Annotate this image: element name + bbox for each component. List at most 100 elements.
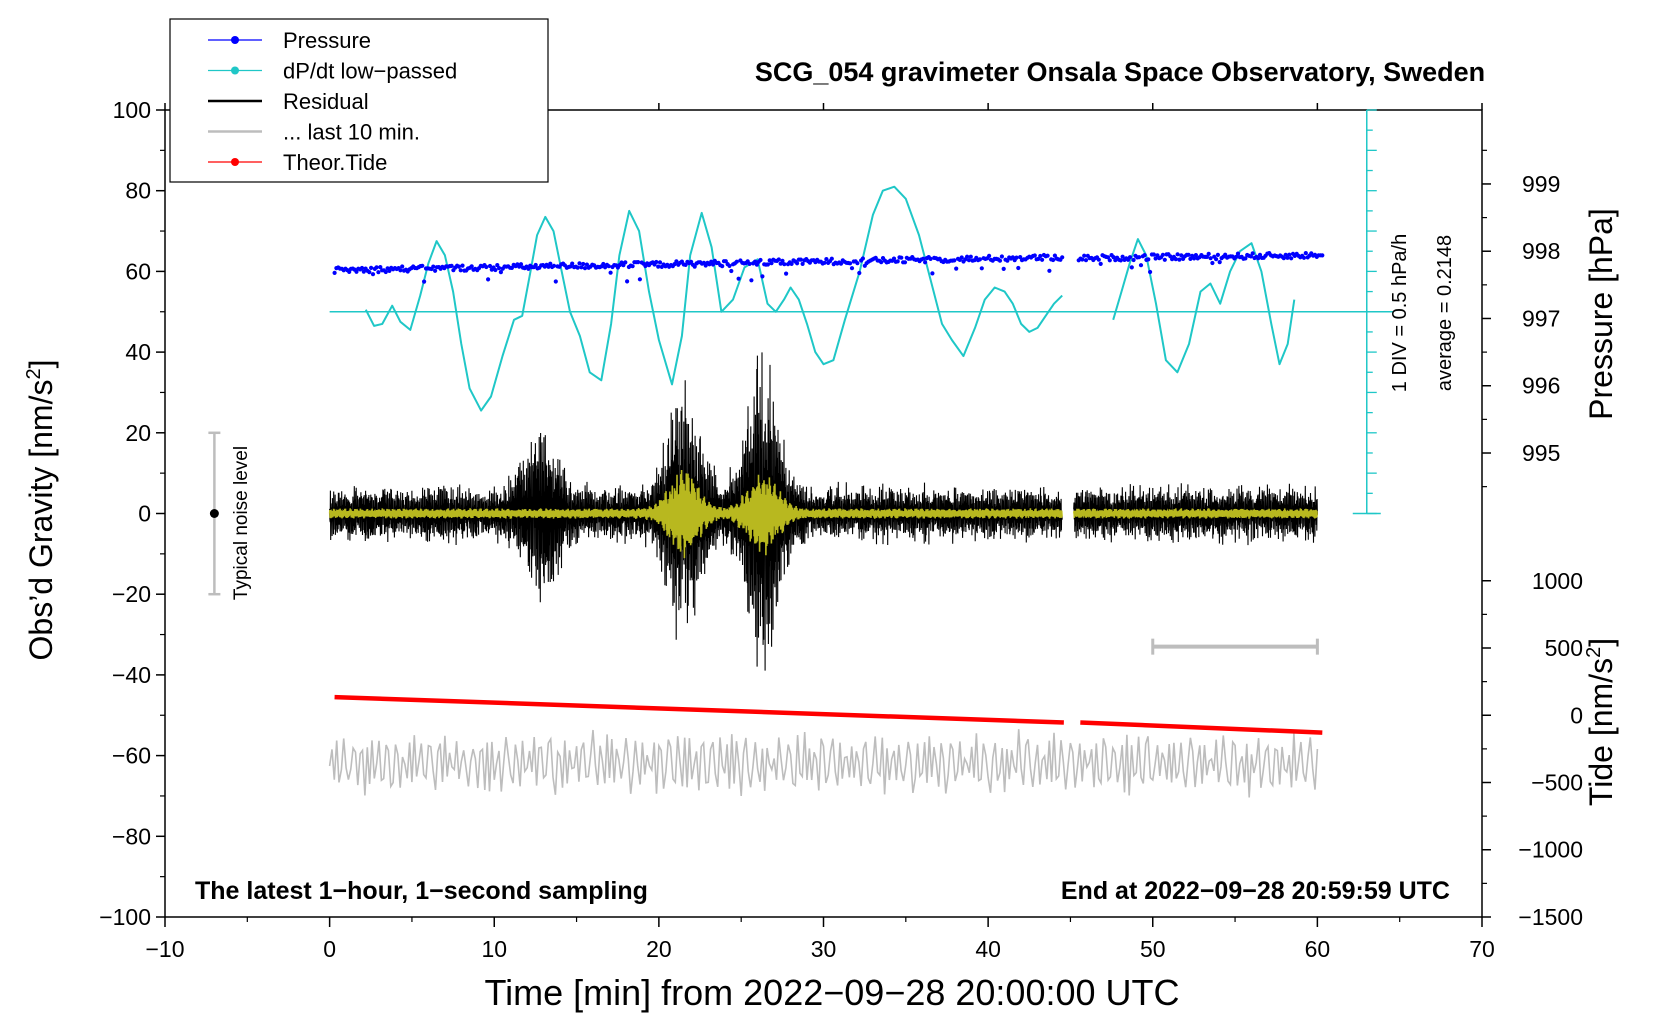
x-tick-label: 0 xyxy=(323,936,336,962)
pressure-point xyxy=(486,277,491,282)
pressure-point xyxy=(899,255,904,260)
tide-tick-label: −1500 xyxy=(1518,904,1583,930)
legend-marker xyxy=(231,36,239,44)
pressure-point xyxy=(798,257,803,262)
pressure-point xyxy=(849,266,855,271)
pressure-point xyxy=(584,262,590,267)
pressure-point xyxy=(977,257,983,262)
pressure-point xyxy=(1215,252,1220,257)
pressure-point xyxy=(1193,253,1198,258)
pressure-point xyxy=(518,262,524,267)
pressure-point xyxy=(1120,254,1125,259)
pressure-point xyxy=(923,260,928,265)
pressure-point xyxy=(1250,251,1255,256)
pressure-point xyxy=(431,264,436,269)
legend-marker xyxy=(231,158,239,166)
residual-smoothed-trace xyxy=(1072,508,1319,519)
annotation-average: average = 0.2148 xyxy=(1434,235,1456,391)
chart-title: SCG_054 gravimeter Onsala Space Observat… xyxy=(755,57,1485,87)
legend-label: ... last 10 min. xyxy=(283,120,420,145)
pressure-point xyxy=(433,268,438,273)
y-tick-label: 80 xyxy=(125,178,151,204)
pressure-point xyxy=(789,261,794,266)
pressure-point xyxy=(420,263,425,268)
pressure-point xyxy=(857,270,862,276)
pressure-point xyxy=(1301,255,1307,260)
pressure-point xyxy=(1083,258,1089,263)
last10-trace xyxy=(328,729,1319,798)
dpdt-line xyxy=(364,185,1296,412)
pressure-point xyxy=(782,262,787,267)
annotation-div: 1 DIV = 0.5 hPa/h xyxy=(1389,234,1411,392)
pressure-point xyxy=(579,265,584,270)
pressure-point xyxy=(829,256,834,261)
pressure-point xyxy=(332,270,337,275)
pressure-point xyxy=(747,261,752,266)
pressure-point xyxy=(729,268,734,274)
y-tick-label: 40 xyxy=(125,339,151,365)
pressure-point xyxy=(551,263,557,268)
pressure-point xyxy=(533,262,538,268)
pressure-point xyxy=(1160,252,1165,257)
pressure-point xyxy=(784,271,789,276)
pressure-point xyxy=(824,257,829,262)
pressure-point xyxy=(758,257,763,263)
pressure-point xyxy=(674,259,679,264)
y-tick-label: 100 xyxy=(113,97,151,123)
residual-smoothed-trace xyxy=(328,469,1063,559)
pressure-point xyxy=(347,269,352,274)
pressure-point xyxy=(776,257,781,262)
pressure-point xyxy=(979,266,984,271)
pressure-point xyxy=(1047,268,1052,273)
pressure-point xyxy=(575,265,580,270)
pressure-point xyxy=(1210,260,1215,266)
pressure-point xyxy=(959,255,964,260)
pressure-point xyxy=(1032,253,1037,258)
pressure-tick-label: 995 xyxy=(1522,440,1560,466)
pressure-point xyxy=(1014,255,1019,260)
x-axis-label: Time [min] from 2022−09−28 20:00:00 UTC xyxy=(484,972,1179,1013)
tide-tick-label: −500 xyxy=(1531,769,1583,795)
pressure-point xyxy=(753,259,758,264)
pressure-point xyxy=(1234,254,1239,259)
pressure-point xyxy=(606,264,611,269)
pressure-point xyxy=(1186,252,1191,257)
pressure-point xyxy=(999,254,1005,259)
y-tick-label: −100 xyxy=(99,904,151,930)
pressure-point xyxy=(1129,265,1134,270)
pressure-point xyxy=(879,260,884,265)
pressure-point xyxy=(928,256,933,261)
pressure-point xyxy=(1005,258,1010,263)
x-tick-label: 10 xyxy=(481,936,507,962)
y-tick-label: −20 xyxy=(112,581,151,607)
pressure-point xyxy=(838,261,844,266)
pressure-tick-label: 997 xyxy=(1522,305,1560,331)
annotation-bottom-right: End at 2022−09−28 20:59:59 UTC xyxy=(1061,877,1450,905)
pressure-point xyxy=(383,269,388,275)
pressure-point xyxy=(456,264,461,269)
pressure-point xyxy=(493,267,498,273)
pressure-point xyxy=(1281,256,1286,261)
x-tick-label: 40 xyxy=(975,936,1001,962)
annotation-noise-level: Typical noise level xyxy=(231,446,252,600)
residual-trace xyxy=(1073,483,1318,546)
y-tick-label: 60 xyxy=(125,258,151,284)
pressure-point xyxy=(1177,257,1182,262)
y-tick-label: −80 xyxy=(112,823,151,849)
tide-tick-label: 500 xyxy=(1545,635,1583,661)
pressure-point xyxy=(1045,253,1050,258)
legend-label: Theor.Tide xyxy=(283,150,387,175)
pressure-point xyxy=(1038,253,1043,259)
pressure-point xyxy=(577,261,582,266)
pressure-point xyxy=(1303,251,1308,256)
pressure-point xyxy=(855,261,860,266)
pressure-point xyxy=(449,263,454,268)
pressure-point xyxy=(625,279,630,284)
pressure-point xyxy=(369,265,374,270)
pressure-point xyxy=(1098,261,1103,266)
pressure-point xyxy=(637,277,643,282)
pressure-point xyxy=(656,264,661,269)
pressure-point xyxy=(487,263,493,269)
legend-label: dP/dt low−passed xyxy=(283,59,457,84)
